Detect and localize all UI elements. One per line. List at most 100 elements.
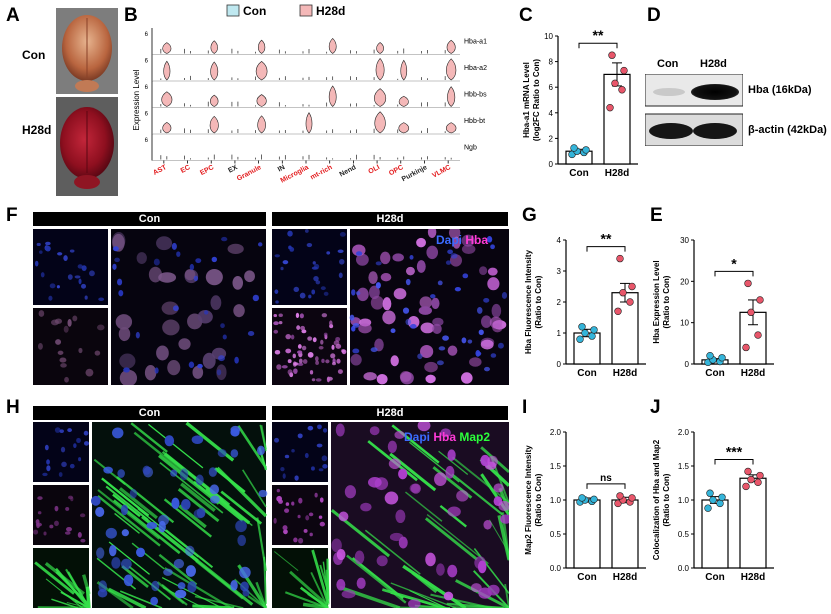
stain-hba: Hba: [433, 430, 457, 444]
cell: [484, 366, 490, 372]
cell: [320, 286, 326, 291]
stain-dapi: Dapi: [436, 233, 463, 247]
cell: [177, 582, 186, 590]
celltype-label-purkinje: Purkinje: [401, 164, 429, 183]
cell: [330, 353, 336, 359]
cell: [235, 520, 247, 533]
cell: [84, 295, 88, 300]
cell: [483, 297, 490, 303]
cell: [233, 304, 245, 318]
cell: [181, 499, 191, 510]
cell: [158, 520, 166, 533]
cell: [276, 364, 282, 370]
cell: [367, 477, 382, 488]
cell: [297, 350, 303, 354]
cell: [333, 340, 340, 346]
cell: [319, 521, 326, 527]
fiber: [161, 577, 223, 608]
cell: [344, 485, 357, 499]
cell: [129, 488, 138, 499]
stain-map2: Map2: [459, 430, 491, 444]
data-point: [706, 489, 714, 497]
cell: [323, 332, 328, 337]
violin-shape: [210, 40, 218, 54]
cell: [195, 474, 204, 486]
cell: [487, 277, 500, 291]
data-point: [756, 296, 764, 304]
cell: [497, 342, 504, 349]
cell: [308, 512, 314, 517]
row-label-h28d: H28d: [22, 123, 52, 137]
cell: [291, 448, 295, 453]
cell: [210, 495, 220, 504]
fiber: [34, 561, 75, 595]
cell: [408, 599, 421, 608]
cell: [290, 501, 295, 506]
cell: [315, 378, 322, 382]
cell: [164, 435, 175, 447]
fiber: [158, 454, 220, 505]
cell: [296, 325, 301, 331]
cell: [297, 362, 304, 366]
panel-label-i: I: [522, 397, 528, 418]
cell: [64, 376, 69, 383]
cell: [78, 457, 82, 462]
cell: [339, 232, 346, 237]
violin-shape: [162, 121, 172, 134]
cell: [425, 552, 436, 567]
cell: [420, 322, 435, 334]
cell: [287, 359, 292, 364]
band-label-hba: Hba (16kDa): [748, 84, 812, 96]
cell: [232, 276, 244, 290]
cell: [60, 446, 66, 453]
cell: [316, 443, 323, 448]
cell: [239, 566, 251, 579]
significance-bracket: [714, 270, 754, 277]
cell: [387, 440, 397, 453]
cell: [118, 326, 131, 342]
celltype-label-oli: OLI: [367, 164, 381, 176]
cell: [46, 465, 51, 472]
f-h28d-hba: [272, 308, 347, 385]
cell: [299, 292, 306, 299]
data-point: [742, 482, 750, 491]
cell: [395, 509, 406, 524]
cell: [70, 496, 74, 502]
data-point: [578, 323, 586, 331]
data-point: [588, 332, 596, 340]
cell: [60, 363, 67, 368]
cell: [355, 253, 369, 266]
fiber: [446, 602, 504, 608]
cell: [292, 361, 297, 367]
cell: [293, 537, 298, 543]
data-point: [718, 354, 726, 362]
ytick-label: 10: [680, 319, 689, 328]
cell: [294, 475, 299, 481]
ytick-label: 30: [680, 236, 689, 245]
chart-g: Hba Fluorescence Intensity (Ratio to Con)…: [524, 231, 646, 379]
cell: [153, 258, 160, 266]
fiber: [118, 487, 158, 520]
fiber: [121, 565, 149, 588]
cell: [48, 295, 53, 301]
fiber: [489, 519, 509, 554]
cell: [258, 489, 268, 498]
cell: [322, 428, 328, 433]
fiber: [426, 514, 489, 565]
cell: [81, 283, 87, 289]
category-label: H28d: [613, 368, 637, 379]
ylabel-C-0: Hba-a1 mRNA Level: [522, 62, 531, 138]
cell: [393, 288, 407, 300]
cell: [179, 468, 189, 481]
band-label-actin: β-actin (42kDa): [748, 124, 827, 136]
f-header-h28d: H28d: [272, 212, 508, 226]
h-h28d-hba: [272, 485, 328, 545]
cell: [44, 444, 49, 451]
cell: [304, 453, 309, 459]
fiber: [130, 422, 168, 453]
cell: [293, 368, 298, 374]
ytick-label: 0: [557, 360, 562, 369]
violin-shape: [257, 115, 266, 134]
microscopy-h: [33, 422, 509, 608]
cell: [301, 345, 307, 351]
